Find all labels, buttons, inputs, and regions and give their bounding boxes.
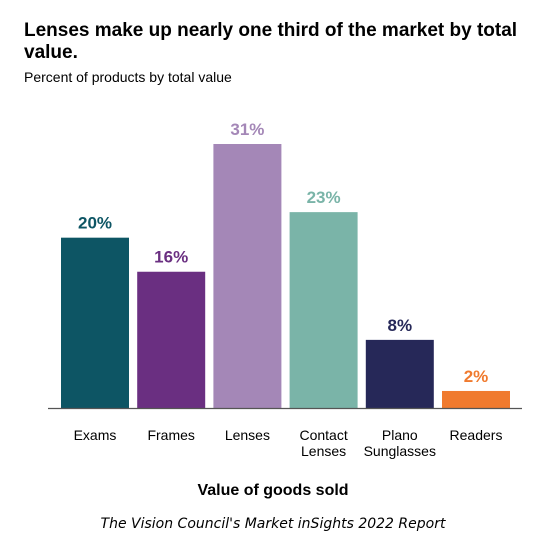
chart-title: Lenses make up nearly one third of the m… — [24, 20, 518, 63]
x-tick-label-contact-lenses: Contact Lenses — [299, 427, 347, 459]
x-tick-label-exams: Exams — [74, 427, 117, 443]
data-label-exams: 20% — [78, 214, 112, 233]
x-axis-label: Value of goods sold — [197, 482, 349, 499]
chart-subtitle: Percent of products by total value — [24, 69, 232, 85]
x-tick-label-group: Exams Frames Lenses Contact Lenses Plano Sungl… — [74, 427, 503, 459]
data-label-lenses: 31% — [230, 120, 264, 139]
data-label-frames: 16% — [154, 248, 188, 267]
bar-lenses — [213, 144, 282, 408]
bar-frames — [137, 271, 206, 408]
source-note: The Vision Council's Market inSights 202… — [100, 516, 446, 532]
bar-readers — [442, 390, 510, 408]
data-label-group: 20% 16% 31% 23% 8% 2% — [78, 120, 488, 386]
data-label-plano-sunglasses: 8% — [388, 316, 413, 335]
x-tick-label-readers: Readers — [450, 427, 503, 443]
x-tick-label-frames: Frames — [147, 427, 194, 443]
bar-contact-lenses — [289, 212, 358, 408]
x-tick-label-plano-sunglasses: Plano Sunglasses — [364, 427, 436, 459]
data-label-readers: 2% — [464, 367, 489, 386]
data-label-contact-lenses: 23% — [307, 188, 341, 207]
bar-group — [61, 144, 510, 408]
x-tick-label-lenses: Lenses — [225, 427, 270, 443]
bar-exams — [61, 237, 129, 408]
bar-plano-sunglasses — [365, 339, 434, 408]
